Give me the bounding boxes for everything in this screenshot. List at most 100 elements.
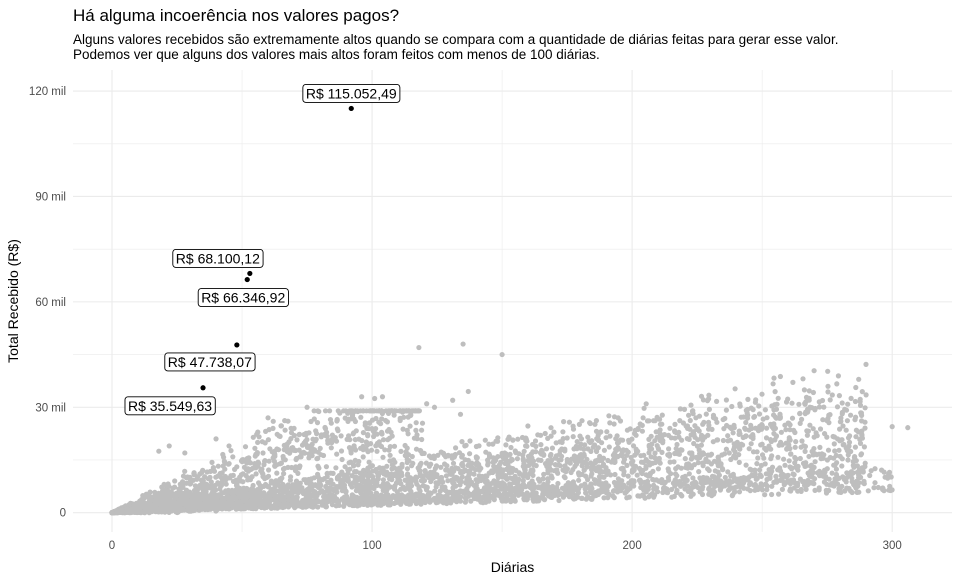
scatter-point (250, 489, 256, 495)
scatter-point (414, 432, 420, 438)
scatter-point (252, 453, 258, 459)
scatter-point (652, 418, 658, 424)
scatter-point (576, 471, 582, 477)
scatter-point (239, 459, 245, 465)
scatter-point (308, 418, 314, 425)
scatter-point (725, 469, 731, 475)
outlier-point (457, 411, 464, 417)
scatter-point (199, 469, 205, 475)
scatter-point (781, 456, 787, 462)
outlier-point (676, 434, 682, 440)
scatter-point (863, 361, 869, 367)
scatter-point (438, 464, 444, 470)
scatter-point (778, 429, 785, 435)
scatter-point (837, 453, 843, 459)
scatter-point (829, 392, 835, 398)
scatter-point (748, 434, 754, 440)
scatter-point (736, 452, 742, 458)
scatter-point (848, 395, 854, 401)
scatter-point (690, 411, 696, 417)
scatter-point (839, 400, 845, 406)
scatter-point (816, 485, 822, 491)
scatter-point (693, 480, 699, 486)
scatter-point (846, 485, 852, 492)
scatter-point (756, 411, 763, 417)
scatter-point (737, 403, 743, 409)
scatter-point (706, 392, 712, 398)
scatter-point (672, 428, 678, 434)
scatter-point (311, 408, 317, 414)
scatter-point (605, 495, 611, 501)
scatter-point (466, 469, 472, 475)
scatter-point (520, 473, 526, 479)
scatter-point (762, 492, 768, 498)
scatter-point (657, 421, 664, 427)
scatter-point (334, 451, 340, 457)
scatter-point (751, 482, 757, 488)
scatter-point (119, 508, 125, 514)
scatter-point (162, 490, 168, 497)
outlier-point (335, 408, 341, 414)
scatter-point (426, 497, 432, 503)
annotation-text: R$ 35.549,63 (128, 398, 212, 414)
scatter-point (696, 469, 702, 475)
scatter-point (872, 466, 878, 472)
scatter-point (377, 442, 383, 449)
scatter-point (570, 434, 576, 440)
scatter-point (131, 505, 137, 511)
scatter-point (289, 464, 295, 471)
scatter-point (684, 436, 690, 442)
scatter-point (404, 459, 410, 466)
scatter-point (695, 460, 701, 466)
scatter-point (835, 476, 841, 482)
scatter-point (620, 437, 626, 443)
scatter-point (787, 446, 793, 452)
scatter-point (568, 469, 574, 476)
scatter-point (811, 368, 817, 374)
scatter-point (476, 443, 482, 449)
scatter-point (175, 509, 181, 515)
scatter-point (363, 446, 369, 452)
y-tick-label: 90 mil (35, 191, 66, 203)
scatter-point (715, 475, 721, 482)
scatter-point (175, 504, 182, 510)
scatter-point (691, 440, 697, 447)
scatter-point (419, 420, 426, 426)
scatter-point (380, 477, 386, 483)
scatter-point (856, 376, 862, 382)
scatter-point (840, 423, 846, 429)
scatter-point (634, 472, 640, 478)
scatter-point (315, 449, 321, 455)
scatter-point (166, 483, 172, 489)
scatter-point (405, 408, 411, 414)
scatter-point (445, 478, 451, 484)
scatter-point (207, 474, 213, 480)
scatter-point (758, 473, 764, 479)
scatter-point (819, 397, 826, 404)
scatter-point (404, 427, 410, 433)
scatter-point (225, 504, 231, 510)
scatter-point (792, 444, 798, 450)
scatter-point (413, 500, 419, 507)
scatter-point (725, 433, 731, 439)
scatter-point (531, 495, 537, 501)
scatter-point (400, 426, 406, 432)
scatter-point (672, 471, 679, 477)
scatter-point (885, 475, 891, 481)
scatter-point (562, 463, 568, 469)
scatter-point (812, 459, 818, 465)
scatter-point (301, 449, 307, 455)
scatter-point (723, 446, 730, 452)
scatter-point (594, 448, 600, 455)
scatter-point (382, 484, 388, 490)
scatter-point (254, 493, 260, 499)
scatter-point (365, 502, 371, 508)
scatter-point (219, 504, 225, 510)
scatter-point (592, 442, 598, 448)
outlier-point (255, 439, 261, 446)
scatter-point (846, 439, 853, 445)
scatter-point (836, 447, 842, 453)
scatter-point (872, 480, 878, 486)
scatter-point (783, 399, 790, 405)
scatter-point (825, 447, 832, 453)
